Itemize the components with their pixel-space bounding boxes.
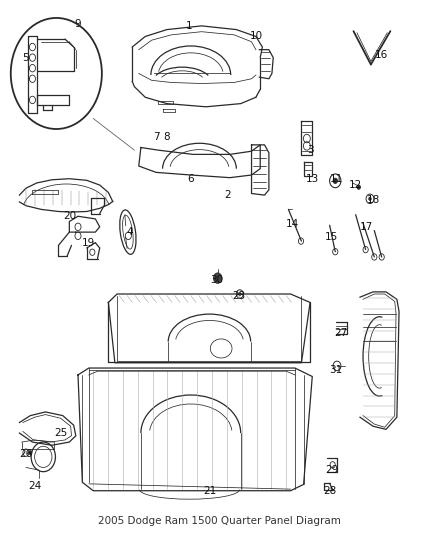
Text: 9: 9 xyxy=(75,19,81,29)
Text: 2005 Dodge Ram 1500 Quarter Panel Diagram: 2005 Dodge Ram 1500 Quarter Panel Diagra… xyxy=(98,516,340,527)
Text: 2: 2 xyxy=(224,190,231,200)
Text: 18: 18 xyxy=(366,196,380,205)
Text: 19: 19 xyxy=(82,238,95,248)
Text: 28: 28 xyxy=(323,486,336,496)
Text: 17: 17 xyxy=(360,222,373,232)
Text: 24: 24 xyxy=(28,481,41,491)
Text: 29: 29 xyxy=(325,465,339,475)
Text: 4: 4 xyxy=(127,227,134,237)
Text: 6: 6 xyxy=(187,174,194,184)
Text: 21: 21 xyxy=(204,486,217,496)
Text: 15: 15 xyxy=(325,232,339,243)
Text: 14: 14 xyxy=(286,219,300,229)
Text: 3: 3 xyxy=(307,145,314,155)
Circle shape xyxy=(369,197,371,200)
Text: 5: 5 xyxy=(23,53,29,62)
Text: 8: 8 xyxy=(164,132,170,142)
Text: 13: 13 xyxy=(306,174,319,184)
Text: 23: 23 xyxy=(232,290,245,301)
Text: 16: 16 xyxy=(375,50,389,60)
Circle shape xyxy=(213,273,222,284)
Text: 11: 11 xyxy=(329,174,343,184)
Text: 27: 27 xyxy=(334,328,347,337)
Text: 10: 10 xyxy=(249,31,262,42)
Text: 31: 31 xyxy=(329,365,343,375)
Circle shape xyxy=(357,185,360,189)
Text: 1: 1 xyxy=(185,21,192,31)
Text: 25: 25 xyxy=(54,428,67,438)
Text: 20: 20 xyxy=(63,211,76,221)
Text: 30: 30 xyxy=(210,274,223,285)
Text: 26: 26 xyxy=(19,449,32,459)
Text: 7: 7 xyxy=(153,132,159,142)
Circle shape xyxy=(28,450,32,455)
Circle shape xyxy=(333,178,337,183)
Circle shape xyxy=(239,293,241,296)
Text: 12: 12 xyxy=(349,180,362,190)
